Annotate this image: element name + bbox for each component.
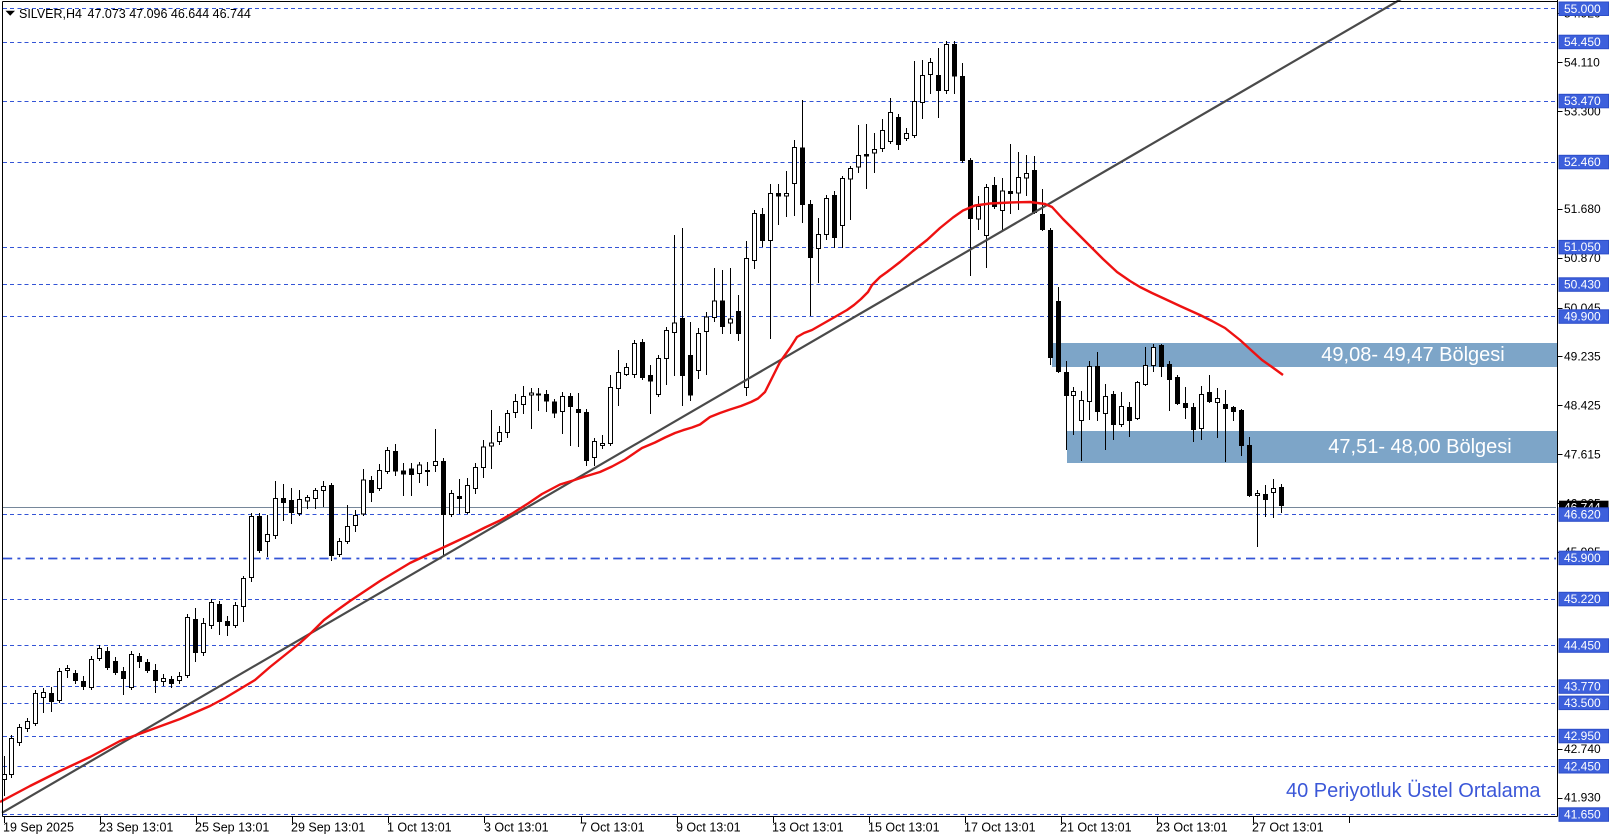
svg-text:54.450: 54.450 (1564, 35, 1601, 49)
svg-text:49.900: 49.900 (1564, 310, 1601, 324)
svg-text:23 Oct 13:01: 23 Oct 13:01 (1156, 821, 1228, 835)
svg-text:47,51- 48,00 Bölgesi: 47,51- 48,00 Bölgesi (1328, 436, 1511, 458)
svg-text:47.615: 47.615 (1564, 447, 1601, 461)
svg-text:45.220: 45.220 (1564, 592, 1601, 606)
svg-text:23 Sep 13:01: 23 Sep 13:01 (99, 821, 173, 835)
svg-text:43.770: 43.770 (1564, 680, 1601, 694)
svg-text:50.870: 50.870 (1564, 251, 1601, 265)
svg-text:29 Sep 13:01: 29 Sep 13:01 (291, 821, 365, 835)
svg-text:42.450: 42.450 (1564, 759, 1601, 773)
svg-text:46.620: 46.620 (1564, 508, 1601, 522)
svg-text:51.050: 51.050 (1564, 240, 1601, 254)
svg-text:42.950: 42.950 (1564, 729, 1601, 743)
svg-text:41.930: 41.930 (1564, 791, 1601, 805)
svg-text:9 Oct 13:01: 9 Oct 13:01 (676, 821, 741, 835)
svg-text:49.235: 49.235 (1564, 350, 1601, 364)
svg-text:19 Sep 2025: 19 Sep 2025 (3, 821, 74, 835)
svg-text:41.650: 41.650 (1564, 808, 1601, 822)
svg-text:15 Oct 13:01: 15 Oct 13:01 (868, 821, 940, 835)
svg-text:54.110: 54.110 (1564, 55, 1600, 69)
svg-text:55.000: 55.000 (1564, 2, 1601, 16)
svg-text:43.500: 43.500 (1564, 696, 1601, 710)
svg-text:7 Oct 13:01: 7 Oct 13:01 (580, 821, 645, 835)
svg-text:3 Oct 13:01: 3 Oct 13:01 (484, 821, 549, 835)
svg-text:50.430: 50.430 (1564, 278, 1601, 292)
svg-text:13 Oct 13:01: 13 Oct 13:01 (772, 821, 844, 835)
svg-text:17 Oct 13:01: 17 Oct 13:01 (964, 821, 1036, 835)
svg-text:25 Sep 13:01: 25 Sep 13:01 (195, 821, 269, 835)
svg-text:51.680: 51.680 (1564, 202, 1601, 216)
svg-text:21 Oct 13:01: 21 Oct 13:01 (1060, 821, 1132, 835)
svg-text:52.460: 52.460 (1564, 155, 1601, 169)
svg-text:40 Periyotluk Üstel Ortalama: 40 Periyotluk Üstel Ortalama (1286, 780, 1541, 802)
svg-text:SILVER,H4: SILVER,H4 (19, 7, 82, 21)
svg-text:1 Oct 13:01: 1 Oct 13:01 (387, 821, 452, 835)
svg-text:48.425: 48.425 (1564, 399, 1601, 413)
svg-text:49,08- 49,47 Bölgesi: 49,08- 49,47 Bölgesi (1321, 344, 1504, 366)
svg-text:47.073 47.096 46.644 46.744: 47.073 47.096 46.644 46.744 (88, 7, 251, 21)
svg-text:44.450: 44.450 (1564, 639, 1601, 653)
svg-text:27 Oct 13:01: 27 Oct 13:01 (1252, 821, 1324, 835)
svg-text:53.470: 53.470 (1564, 94, 1601, 108)
svg-text:42.740: 42.740 (1564, 742, 1601, 756)
svg-text:45.900: 45.900 (1564, 551, 1601, 565)
